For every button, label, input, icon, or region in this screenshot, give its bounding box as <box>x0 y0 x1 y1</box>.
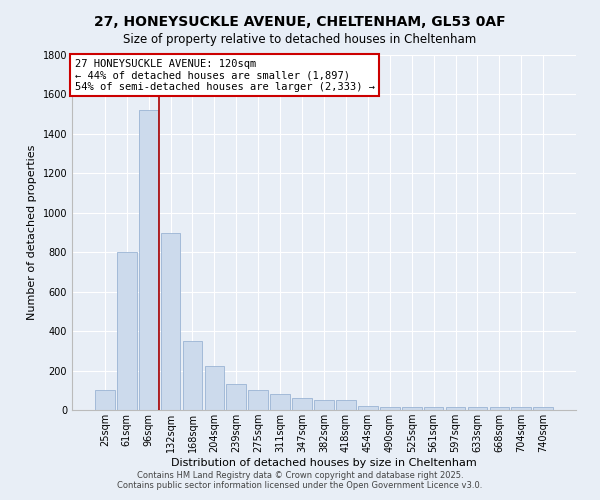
Bar <box>402 407 422 410</box>
Bar <box>446 407 466 410</box>
Bar <box>336 400 356 410</box>
Bar <box>117 252 137 410</box>
Bar <box>511 407 531 410</box>
Text: 27 HONEYSUCKLE AVENUE: 120sqm
← 44% of detached houses are smaller (1,897)
54% o: 27 HONEYSUCKLE AVENUE: 120sqm ← 44% of d… <box>74 58 374 92</box>
Bar <box>424 407 443 410</box>
Bar <box>182 341 202 410</box>
Bar <box>467 407 487 410</box>
Bar <box>380 407 400 410</box>
Bar <box>226 384 246 410</box>
Bar <box>270 394 290 410</box>
Text: Contains HM Land Registry data © Crown copyright and database right 2025.
Contai: Contains HM Land Registry data © Crown c… <box>118 470 482 490</box>
Bar <box>139 110 158 410</box>
Bar <box>358 406 378 410</box>
Bar <box>490 407 509 410</box>
Text: 27, HONEYSUCKLE AVENUE, CHELTENHAM, GL53 0AF: 27, HONEYSUCKLE AVENUE, CHELTENHAM, GL53… <box>94 15 506 29</box>
X-axis label: Distribution of detached houses by size in Cheltenham: Distribution of detached houses by size … <box>171 458 477 468</box>
Bar <box>95 390 115 410</box>
Bar <box>533 407 553 410</box>
Bar <box>292 398 312 410</box>
Bar <box>248 390 268 410</box>
Y-axis label: Number of detached properties: Number of detached properties <box>27 145 37 320</box>
Bar <box>161 232 181 410</box>
Text: Size of property relative to detached houses in Cheltenham: Size of property relative to detached ho… <box>124 32 476 46</box>
Bar <box>314 400 334 410</box>
Bar <box>205 366 224 410</box>
